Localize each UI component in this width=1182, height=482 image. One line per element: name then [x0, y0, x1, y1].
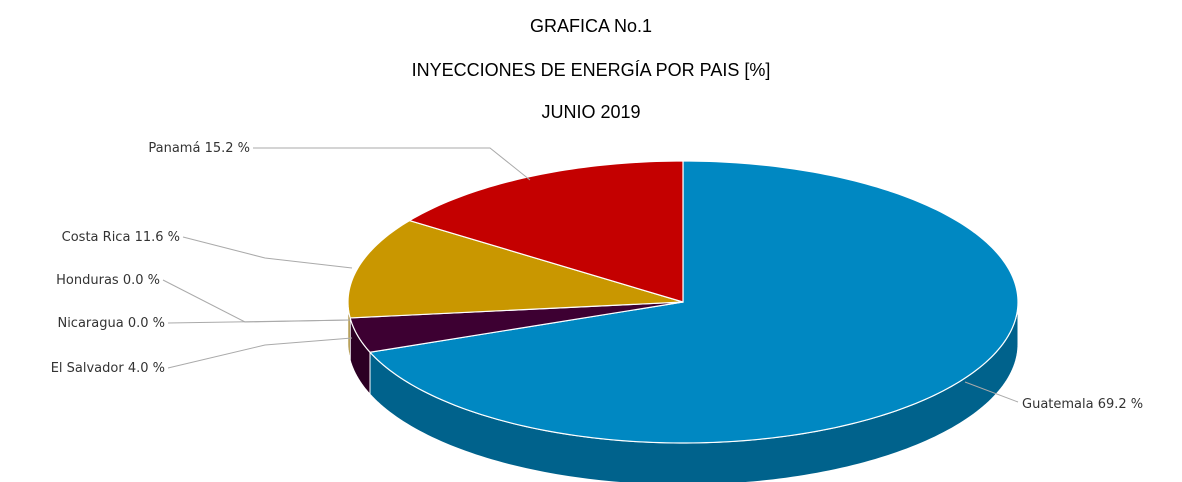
- leader-line: [182, 236, 353, 269]
- category-name: Nicaragua: [57, 316, 123, 331]
- chart-date: JUNIO 2019: [541, 102, 640, 122]
- value-label: 4.0 %: [128, 361, 165, 376]
- data-label: El Salvador 4.0 %: [51, 361, 165, 376]
- leader-line: [167, 337, 353, 369]
- category-name: Honduras: [56, 273, 119, 288]
- value-label: 15.2 %: [205, 141, 250, 156]
- category-name: El Salvador: [51, 361, 125, 376]
- value-label: 11.6 %: [135, 230, 180, 245]
- data-label: Costa Rica 11.6 %: [62, 230, 180, 245]
- leader-line: [253, 147, 531, 181]
- data-label: Honduras 0.0 %: [56, 273, 160, 288]
- data-label: Guatemala 69.2 %: [1022, 397, 1143, 412]
- slice: [349, 301, 684, 353]
- labels: Guatemala 69.2 % El Salvador 4.0 % Nicarag…: [51, 141, 1143, 412]
- chart-title: GRAFICA No.1: [530, 16, 652, 36]
- slice: [347, 219, 684, 319]
- value-label: 0.0 %: [123, 273, 160, 288]
- leader-line: [964, 381, 1019, 403]
- slice: [408, 160, 684, 303]
- category-name: Guatemala: [1022, 397, 1094, 412]
- category-name: Panamá: [148, 141, 200, 156]
- pie-tops: [347, 160, 1019, 444]
- category-name: Costa Rica: [62, 230, 131, 245]
- leader-line: [162, 279, 351, 323]
- data-label: Panamá 15.2 %: [148, 141, 250, 156]
- value-label: 0.0 %: [128, 316, 165, 331]
- chart-subtitle: INYECCIONES DE ENERGÍA POR PAIS [%]: [412, 60, 771, 80]
- slice: [368, 160, 1019, 444]
- data-label: Nicaragua 0.0 %: [57, 316, 165, 331]
- value-label: 69.2 %: [1098, 397, 1143, 412]
